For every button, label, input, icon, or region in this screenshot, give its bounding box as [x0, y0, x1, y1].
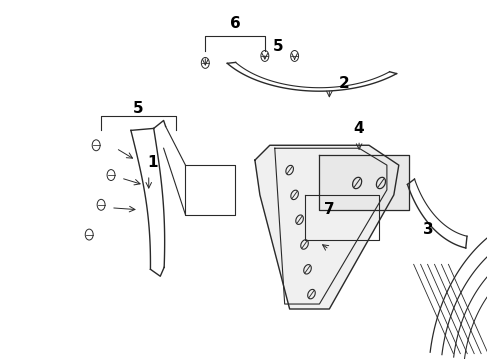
Text: 1: 1	[147, 155, 158, 170]
Text: 7: 7	[324, 202, 334, 217]
Text: 5: 5	[132, 101, 143, 116]
Text: 2: 2	[338, 76, 349, 91]
Text: 6: 6	[229, 16, 240, 31]
Polygon shape	[319, 155, 408, 210]
Text: 5: 5	[272, 39, 283, 54]
Polygon shape	[254, 145, 398, 309]
Text: 3: 3	[423, 222, 433, 237]
Text: 4: 4	[353, 121, 364, 136]
